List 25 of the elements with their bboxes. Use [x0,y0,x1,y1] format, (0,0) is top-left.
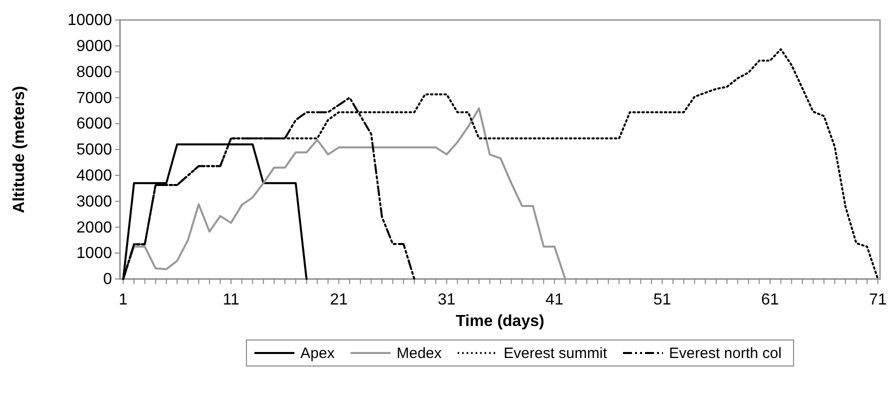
y-tick-label: 9000 [76,38,112,56]
legend-label: Medex [396,345,442,362]
x-tick-label: 1 [118,292,128,309]
y-tick-label: 4000 [76,168,112,185]
y-tick-label: 3000 [76,193,112,210]
x-axis-title: Time (days) [456,313,544,330]
legend-label: Everest north col [669,345,782,362]
x-tick-label: 21 [330,292,348,309]
y-tick-label: 6000 [76,116,112,133]
y-tick-label: 7000 [76,90,112,107]
x-tick-label: 71 [868,292,887,309]
x-tick-label: 51 [653,292,672,309]
x-tick-label: 31 [438,292,456,309]
x-tick-label: 41 [546,292,564,309]
y-tick-label: 10000 [68,12,112,30]
y-tick-label: 1000 [76,245,112,262]
y-axis-title: Altitude (meters) [11,86,28,214]
y-tick-label: 0 [103,271,112,288]
y-tick-label: 2000 [76,219,112,236]
y-tick-label: 8000 [76,64,112,81]
x-tick-label: 61 [761,292,780,309]
y-tick-label: 5000 [76,142,112,159]
legend-label: Everest summit [504,345,608,362]
x-tick-label: 11 [222,292,240,309]
legend-label: Apex [300,345,336,362]
